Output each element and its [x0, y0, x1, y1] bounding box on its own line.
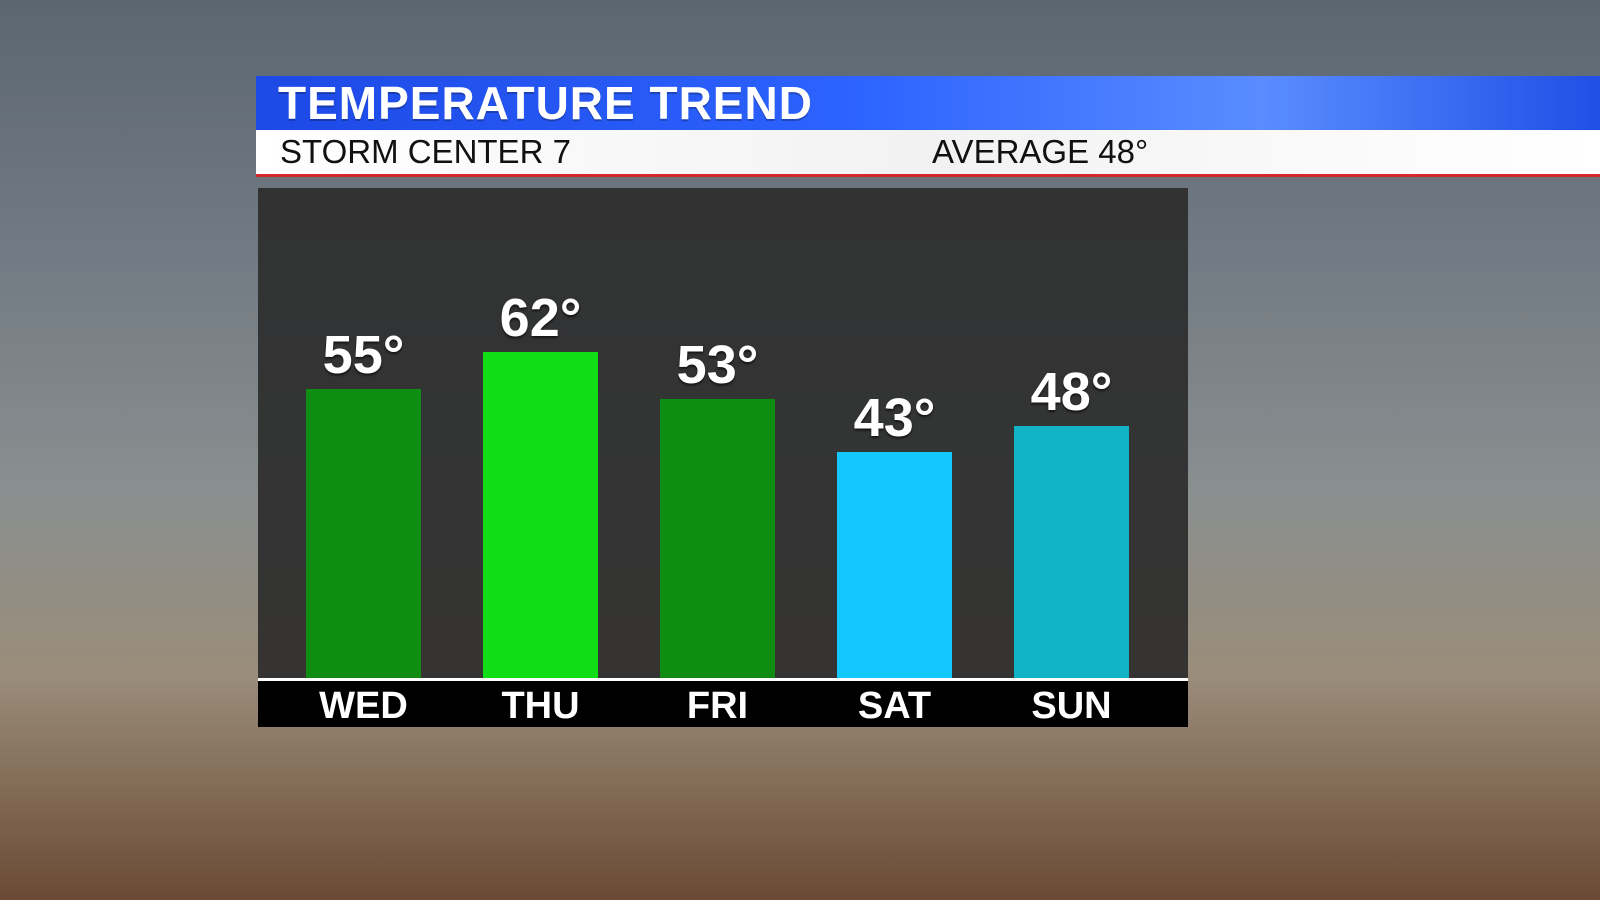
chart-title: TEMPERATURE TREND	[278, 77, 813, 129]
bar-wed	[306, 388, 421, 678]
bar-sun	[1014, 425, 1129, 678]
value-label-thu: 62°	[499, 287, 582, 348]
day-label-wed: WED	[319, 685, 408, 727]
chart-baseline	[258, 678, 1188, 681]
subtitle-banner	[256, 130, 1600, 177]
station-name: STORM CENTER 7	[280, 133, 571, 170]
value-label-fri: 53°	[676, 335, 759, 396]
day-label-sat: SAT	[857, 685, 932, 727]
value-label-sun: 48°	[1030, 361, 1113, 422]
bar-sat	[837, 451, 952, 678]
day-label-fri: FRI	[686, 685, 749, 727]
title-banner	[256, 76, 1600, 130]
value-label-sat: 43°	[853, 387, 936, 448]
average-temperature: AVERAGE 48°	[932, 133, 1149, 170]
value-label-wed: 55°	[322, 324, 405, 385]
day-label-strip	[258, 681, 1188, 727]
bar-fri	[660, 399, 775, 678]
bar-thu	[483, 351, 598, 678]
day-label-sun: SUN	[1031, 685, 1112, 727]
day-label-thu: THU	[501, 685, 580, 727]
